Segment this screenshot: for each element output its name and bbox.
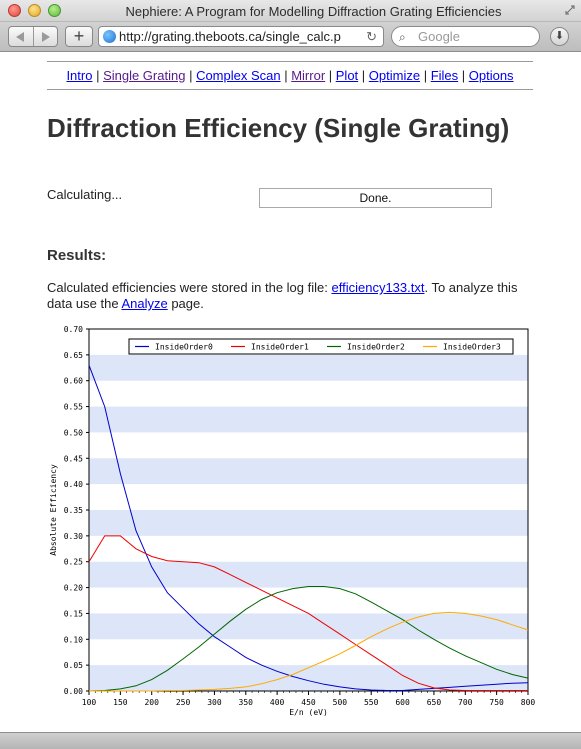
back-icon[interactable] <box>16 32 24 42</box>
menu-separator: | <box>185 68 197 83</box>
y-tick-label: 0.20 <box>64 584 83 593</box>
y-tick-label: 0.50 <box>64 428 83 437</box>
search-icon: ⌕ <box>399 30 406 44</box>
close-window-button[interactable] <box>8 4 21 17</box>
x-tick-label: 600 <box>395 698 410 707</box>
grid-band <box>89 613 528 640</box>
fullscreen-icon[interactable] <box>565 5 575 15</box>
y-tick-label: 0.10 <box>64 635 83 644</box>
efficiency-chart: 0.00 0.05 0.10 0.15 0.20 0.25 0.30 0.35 0.40 0.45… <box>49 326 535 716</box>
y-tick-label: 0.05 <box>64 661 83 670</box>
y-tick-label: 0.55 <box>64 403 83 412</box>
y-tick-label: 0.40 <box>64 480 83 489</box>
x-tick-label: 700 <box>458 698 473 707</box>
results-text-part: Calculated efficiencies were stored in t… <box>47 280 332 295</box>
add-bookmark-button[interactable]: + <box>65 26 93 47</box>
grid-band <box>89 510 528 536</box>
x-tick-label: 300 <box>207 698 222 707</box>
series-line-insideorder2 <box>88 586 529 692</box>
menu-item-mirror[interactable]: Mirror <box>291 68 326 83</box>
window-title: Nephiere: A Program for Modelling Diffra… <box>125 4 502 19</box>
x-tick-label: 250 <box>176 698 191 707</box>
series-line-insideorder0 <box>88 365 529 691</box>
analyze-link[interactable]: Analyze <box>121 296 168 311</box>
y-tick-label: 0.25 <box>64 558 83 567</box>
search-placeholder: Google <box>418 29 460 44</box>
series-line-insideorder3 <box>89 611 529 692</box>
window-titlebar: Nephiere: A Program for Modelling Diffra… <box>0 0 581 22</box>
calculating-label: Calculating... <box>47 187 123 202</box>
y-tick-label: 0.35 <box>64 506 83 515</box>
y-tick-label: 0.15 <box>64 609 83 618</box>
y-tick-label: 0.30 <box>64 532 83 541</box>
site-menu: Intro | Single Grating | Complex Scan | … <box>47 61 533 90</box>
y-tick-label: 0.60 <box>64 377 83 386</box>
legend-label: InsideOrder0 <box>155 343 213 352</box>
browser-toolbar: + http://grating.theboots.ca/single_calc… <box>0 22 581 52</box>
results-text-part: page. <box>167 296 204 311</box>
status-box: Done. <box>259 188 492 208</box>
x-tick-label: 400 <box>270 698 285 707</box>
page-title: Diffraction Efficiency (Single Grating) <box>47 113 510 143</box>
legend-label: InsideOrder1 <box>251 343 309 352</box>
address-bar[interactable]: http://grating.theboots.ca/single_calc.p… <box>98 26 384 47</box>
globe-icon <box>103 30 116 43</box>
minimize-window-button[interactable] <box>28 4 41 17</box>
x-tick-label: 150 <box>113 698 128 707</box>
menu-item-plot[interactable]: Plot <box>335 68 359 83</box>
legend-box <box>128 338 514 355</box>
grid-band <box>89 458 528 485</box>
x-tick-label: 550 <box>364 698 379 707</box>
search-field[interactable]: ⌕ Google <box>391 26 540 47</box>
x-axis-label: E/n (eV) <box>289 708 328 716</box>
y-tick-label: 0.70 <box>64 326 83 334</box>
menu-item-single-grating[interactable]: Single Grating <box>103 68 186 83</box>
x-tick-label: 200 <box>144 698 159 707</box>
url-text[interactable]: http://grating.theboots.ca/single_calc.p <box>119 29 341 44</box>
menu-separator: | <box>420 68 431 83</box>
reload-icon[interactable]: ↻ <box>366 29 377 44</box>
results-text: Calculated efficiencies were stored in t… <box>47 280 537 312</box>
browser-statusbar <box>0 732 581 749</box>
results-text-part: . To analyze this data use the <box>47 280 518 311</box>
downloads-icon[interactable]: ⬇ <box>550 27 569 46</box>
page-content: Intro | Single Grating | Complex Scan | … <box>0 53 581 732</box>
nav-buttons <box>8 26 58 47</box>
legend-label: InsideOrder2 <box>347 343 405 352</box>
series-line-insideorder1 <box>88 535 528 691</box>
menu-separator: | <box>458 68 469 83</box>
grid-band <box>89 406 528 433</box>
menu-separator: | <box>280 68 292 83</box>
x-tick-label: 800 <box>521 698 535 707</box>
x-tick-label: 100 <box>82 698 97 707</box>
y-tick-label: 0.65 <box>64 351 83 360</box>
x-tick-label: 450 <box>301 698 316 707</box>
x-tick-label: 500 <box>333 698 348 707</box>
forward-icon[interactable] <box>42 32 50 42</box>
y-tick-label: 0.45 <box>64 454 83 463</box>
menu-item-optimize[interactable]: Optimize <box>368 68 421 83</box>
menu-item-options[interactable]: Options <box>468 68 514 83</box>
x-tick-label: 350 <box>239 698 254 707</box>
menu-separator: | <box>92 68 104 83</box>
y-axis-label: Absolute Efficiency <box>49 464 58 556</box>
log-file-link[interactable]: efficiency133.txt <box>331 280 425 295</box>
grid-band <box>89 354 528 381</box>
grid-band <box>89 561 528 588</box>
menu-item-complex-scan[interactable]: Complex Scan <box>196 68 281 83</box>
menu-separator: | <box>325 68 336 83</box>
x-tick-label: 750 <box>489 698 504 707</box>
menu-item-files[interactable]: Files <box>430 68 459 83</box>
y-tick-label: 0.00 <box>64 687 83 696</box>
menu-separator: | <box>358 68 369 83</box>
x-tick-label: 650 <box>427 698 442 707</box>
legend-label: InsideOrder3 <box>443 343 501 352</box>
results-heading: Results: <box>47 247 107 264</box>
menu-item-intro[interactable]: Intro <box>66 68 93 83</box>
zoom-window-button[interactable] <box>48 4 61 17</box>
